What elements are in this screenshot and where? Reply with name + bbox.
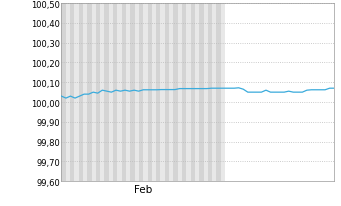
Bar (83, 4, 87, 181)
Bar (96, 4, 100, 181)
Bar (204, 4, 208, 181)
Bar (186, 4, 191, 181)
Bar (113, 4, 117, 181)
Bar (165, 4, 169, 181)
Bar (178, 4, 182, 181)
Bar (208, 4, 212, 181)
Bar (66, 4, 70, 181)
Bar (100, 4, 104, 181)
Bar (173, 4, 178, 181)
Bar (191, 4, 195, 181)
Bar (87, 4, 91, 181)
Bar (169, 4, 173, 181)
Bar (195, 4, 199, 181)
Bar (109, 4, 113, 181)
Bar (130, 4, 135, 181)
Bar (126, 4, 130, 181)
Bar (156, 4, 161, 181)
Bar (199, 4, 204, 181)
Bar (139, 4, 143, 181)
Bar (135, 4, 139, 181)
Bar (221, 4, 225, 181)
Bar (91, 4, 96, 181)
Bar (152, 4, 156, 181)
Bar (143, 4, 148, 181)
Bar (117, 4, 122, 181)
Bar (104, 4, 109, 181)
Bar (79, 4, 83, 181)
Bar (61, 4, 66, 181)
Bar (74, 4, 79, 181)
Bar (70, 4, 74, 181)
Bar (122, 4, 126, 181)
Bar (182, 4, 186, 181)
Bar (148, 4, 152, 181)
Bar (161, 4, 165, 181)
Bar (217, 4, 221, 181)
Bar (212, 4, 217, 181)
